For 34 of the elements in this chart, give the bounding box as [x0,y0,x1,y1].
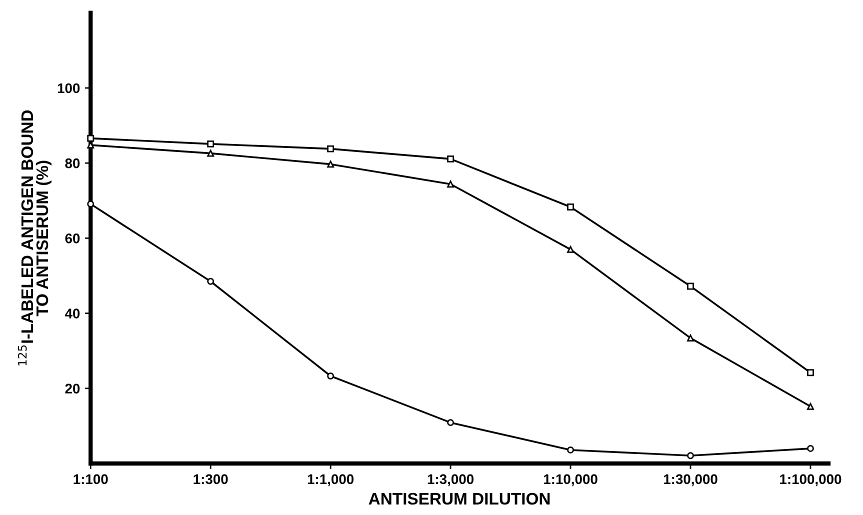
point [807,369,814,376]
point [807,445,814,452]
point [327,145,334,152]
point [567,246,574,253]
point [807,402,814,410]
point [687,452,694,460]
point [447,180,454,188]
y-tick-label: 100 [58,83,80,94]
x-tick-label: 1:1,000 [308,474,354,486]
point [447,419,454,426]
y-tick-label: 80 [65,158,80,168]
point [327,160,334,168]
point [207,150,214,157]
point [567,446,574,454]
point [207,140,214,148]
x-tick-label: 1:30,000 [664,474,718,486]
x-tick-label: 1:100,000 [780,474,842,486]
y-axis-title: $^{125}$I-LABELED ANTIGEN BOUND TO ANTISERUM (%) [18,110,52,366]
x-tick-label: 1:100 [74,474,108,484]
point [327,372,334,380]
point [567,204,574,210]
y-tick-label: 60 [65,234,80,244]
x-tick-label: 1:10,000 [544,474,598,486]
point [687,282,694,290]
y-tick-label: 40 [64,308,80,318]
y-tick-label: 20 [65,384,80,394]
x-tick-label: 1:300 [194,474,228,484]
point [687,334,694,342]
x-axis-title: ANTISERUM DILUTION [368,492,550,505]
point [87,200,94,208]
point [207,278,214,285]
x-tick-label: 1:3,000 [428,474,474,486]
point [87,134,94,142]
point [447,155,454,162]
